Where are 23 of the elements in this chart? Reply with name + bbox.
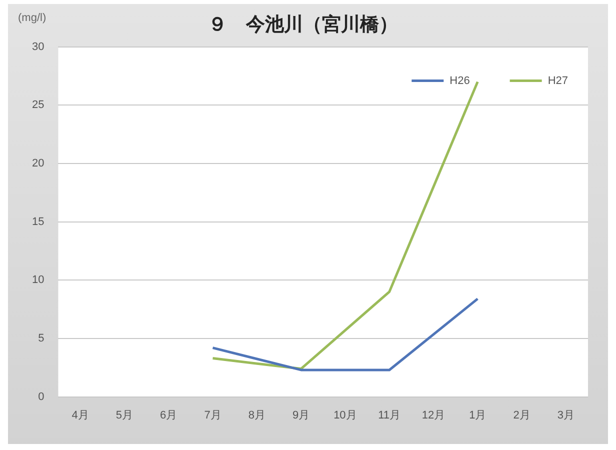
x-tick-label: 2月 — [513, 409, 530, 422]
legend-label: H26 — [450, 74, 470, 87]
x-tick-label: 5月 — [116, 409, 134, 422]
x-tick-label: 12月 — [422, 409, 446, 422]
x-tick-label: 11月 — [378, 409, 401, 422]
x-tick-label: 6月 — [160, 409, 178, 422]
legend-label: H27 — [548, 74, 568, 87]
x-tick-label: 7月 — [204, 409, 222, 422]
y-tick-label: 5 — [38, 332, 44, 344]
x-tick-label: 3月 — [557, 409, 574, 422]
y-tick-label: 30 — [32, 40, 44, 53]
x-tick-label: 10月 — [334, 409, 357, 422]
y-tick-label: 0 — [38, 390, 44, 403]
y-tick-label: 15 — [32, 216, 44, 228]
y-tick-label: 10 — [32, 274, 44, 286]
x-tick-label: 9月 — [292, 409, 310, 422]
x-tick-label: 1月 — [469, 409, 486, 422]
y-axis-title: (mg/l) — [18, 12, 46, 24]
chart-title: ９ 今池川（宮川橋） — [208, 13, 398, 36]
y-tick-label: 20 — [32, 158, 44, 170]
x-tick-label: 8月 — [248, 409, 266, 422]
y-tick-label: 25 — [32, 99, 44, 112]
x-tick-label: 4月 — [72, 409, 89, 422]
